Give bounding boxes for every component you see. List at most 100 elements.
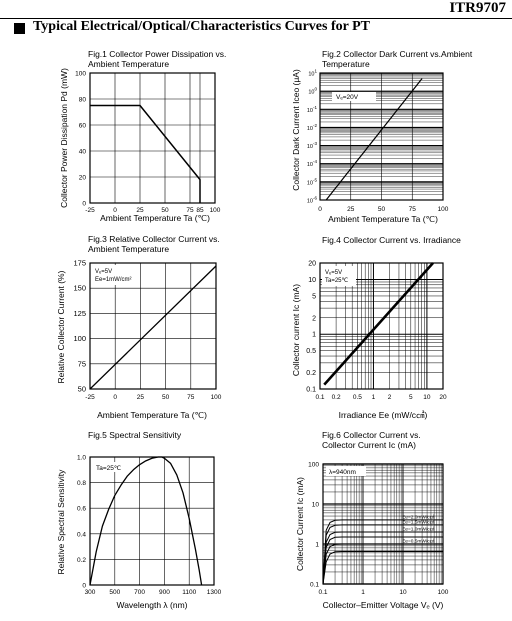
fig4-y-tick-label: 10 — [308, 277, 316, 284]
fig5-y-tick-label: 0 — [82, 583, 86, 590]
fig3-y-axis-label: Relative Collector Current (%) — [56, 270, 66, 383]
fig1-series-line — [90, 104, 201, 203]
fig4-y-axis-label: Collector current Ic (mA) — [291, 284, 301, 376]
fig5-x-axis-label: Wavelength λ (nm) — [116, 600, 187, 610]
fig2-x-axis-label: Ambient Temperature Ta (℃) — [328, 214, 438, 224]
header-rule — [0, 18, 512, 19]
fig5-y-tick-label: 0.8 — [77, 480, 86, 487]
fig1-x-axis-label: Ambient Temperature Ta (℃) — [100, 213, 210, 223]
fig4-x-tick-label: 1 — [372, 394, 376, 401]
fig1-y-tick-label: 40 — [79, 149, 87, 156]
fig3-plot-frame — [89, 262, 217, 390]
fig2-y-tick-label: 10-5 — [307, 177, 318, 186]
fig6-series-label: Ee=1.5mW/c㎠ — [402, 518, 435, 525]
fig4-y-tick-label: 20 — [308, 261, 316, 268]
fig4-title-line: Fig.4 Collector Current vs. Irradiance — [322, 235, 461, 245]
fig3-series-line — [89, 265, 217, 390]
fig2-y-tick-label: 10-4 — [307, 159, 318, 168]
fig1-x-tick-label: 25 — [136, 207, 144, 214]
fig4-annotation: Ta=25℃ — [325, 278, 349, 284]
fig5-x-tick-label: 300 — [85, 589, 96, 596]
fig2-y-tick-label: 10-2 — [307, 123, 318, 132]
fig6-plot-frame — [322, 463, 444, 585]
fig5-series-line — [89, 456, 203, 586]
fig3-x-tick-label: 25 — [137, 394, 145, 401]
fig2-x-tick-label: 25 — [347, 206, 355, 213]
fig5-y-tick-label: 0.2 — [77, 557, 86, 564]
fig3-y-tick-label: 75 — [78, 359, 86, 368]
fig4-y-tick-label: 2 — [312, 315, 316, 322]
fig1-x-tick-label: 0 — [113, 207, 117, 214]
fig6-series-label: Ee=0.5mW/c㎠ — [402, 538, 435, 545]
fig3-y-tick-label: 175 — [73, 259, 86, 268]
fig3-annotation-bg — [92, 265, 138, 285]
fig1-y-tick-label: 80 — [79, 97, 87, 104]
section-title: Typical Electrical/Optical/Characteristi… — [33, 19, 370, 34]
fig6-annotation-bg — [326, 466, 366, 476]
fig2-x-tick-label: 50 — [378, 206, 386, 213]
fig1-x-tick-label: -25 — [85, 207, 95, 214]
fig5-annotation: Ta=25℃ — [96, 465, 122, 472]
fig4-x-tick-label: 0.1 — [315, 394, 324, 401]
fig4-x-tick-label: 20 — [439, 394, 447, 401]
fig3-y-tick-label: 125 — [73, 309, 86, 318]
fig3-title-line: Fig.3 Relative Collector Current vs. — [88, 234, 220, 244]
fig5-title-line: Fig.5 Spectral Sensitivity — [88, 430, 182, 440]
fig4-plot-frame — [319, 262, 444, 390]
fig1-y-tick-label: 60 — [79, 123, 87, 130]
fig4-x-tick-label: 0.5 — [353, 394, 362, 401]
fig2-title-line: Fig.2 Collector Dark Current vs.Ambient — [322, 49, 473, 59]
fig6-title-line: Fig.6 Collector Current vs. — [322, 430, 421, 440]
fig6-series-label: Ee=1.0mW/c㎠ — [402, 525, 435, 532]
fig5-y-tick-label: 1.0 — [77, 455, 86, 462]
fig2-plot-frame — [319, 72, 444, 201]
fig5-x-tick-label: 1300 — [207, 589, 222, 596]
fig4-x-tick-label: 0.2 — [332, 394, 341, 401]
fig4-annotation: Vₑ=5V — [325, 270, 342, 276]
fig1-y-tick-label: 0 — [82, 201, 86, 208]
fig1-x-tick-label: 85 — [196, 207, 204, 214]
fig6-series-line — [322, 524, 443, 585]
fig4-x-tick-label: 5 — [409, 394, 413, 401]
fig6-x-tick-label: 0.1 — [318, 589, 327, 596]
fig1-y-axis-label: Collector Power Dissipation Pd (mW) — [59, 68, 69, 208]
fig6-series-label: Ee=2.0mW/c㎠ — [402, 513, 435, 520]
fig4-series-line — [323, 262, 434, 386]
fig1-y-tick-label: 100 — [75, 71, 86, 78]
fig6-series-line — [322, 536, 443, 585]
fig5-x-tick-label: 500 — [109, 589, 120, 596]
fig6-y-tick-label: 0.1 — [310, 582, 319, 589]
fig2-y-tick-label: 10-1 — [307, 105, 318, 114]
fig4-annotation-bg — [322, 266, 356, 286]
fig6-series-line — [322, 543, 443, 585]
fig2-y-axis-label: Collector Dark Current Iceo (μA) — [291, 69, 301, 191]
fig6-x-tick-label: 1 — [361, 589, 365, 596]
fig4-y-tick-label: 1 — [312, 332, 316, 339]
section-bullet — [14, 23, 25, 34]
fig4-y-tick-label: 0.2 — [306, 370, 316, 377]
fig5-y-tick-label: 0.6 — [77, 506, 86, 513]
fig6-x-axis-label: Collector–Emitter Voltage Vₑ (V) — [323, 600, 444, 610]
fig3-y-tick-label: 150 — [73, 284, 86, 293]
fig4-y-tick-label: 0.1 — [306, 387, 316, 394]
fig6-y-tick-label: 100 — [308, 462, 319, 469]
fig1-x-tick-label: 50 — [161, 207, 169, 214]
fig5-x-tick-label: 900 — [159, 589, 170, 596]
fig2-x-tick-label: 0 — [318, 206, 322, 213]
fig2-series-line — [325, 78, 423, 201]
fig1-x-tick-label: 75 — [186, 207, 194, 214]
fig6-y-axis-label: Collector Current Ic (mA) — [295, 477, 305, 571]
fig3-x-tick-label: 100 — [211, 394, 222, 401]
fig1-x-tick-label: 100 — [210, 207, 221, 214]
fig6-x-tick-label: 10 — [399, 589, 407, 596]
fig5-annotation-bg — [94, 462, 128, 472]
fig6-title-line: Collector Current Ic (mA) — [322, 440, 416, 450]
fig3-x-tick-label: 0 — [113, 394, 117, 401]
fig6-x-tick-label: 100 — [438, 589, 449, 596]
fig4-x-tick-label: 2 — [388, 394, 392, 401]
fig3-x-tick-label: 75 — [187, 394, 195, 401]
fig2-y-tick-label: 10-6 — [307, 196, 318, 205]
fig3-annotation: Ee=1mW/cm² — [95, 277, 132, 283]
fig3-y-tick-label: 50 — [78, 385, 86, 394]
fig4-y-tick-label: 0.5 — [306, 348, 316, 355]
